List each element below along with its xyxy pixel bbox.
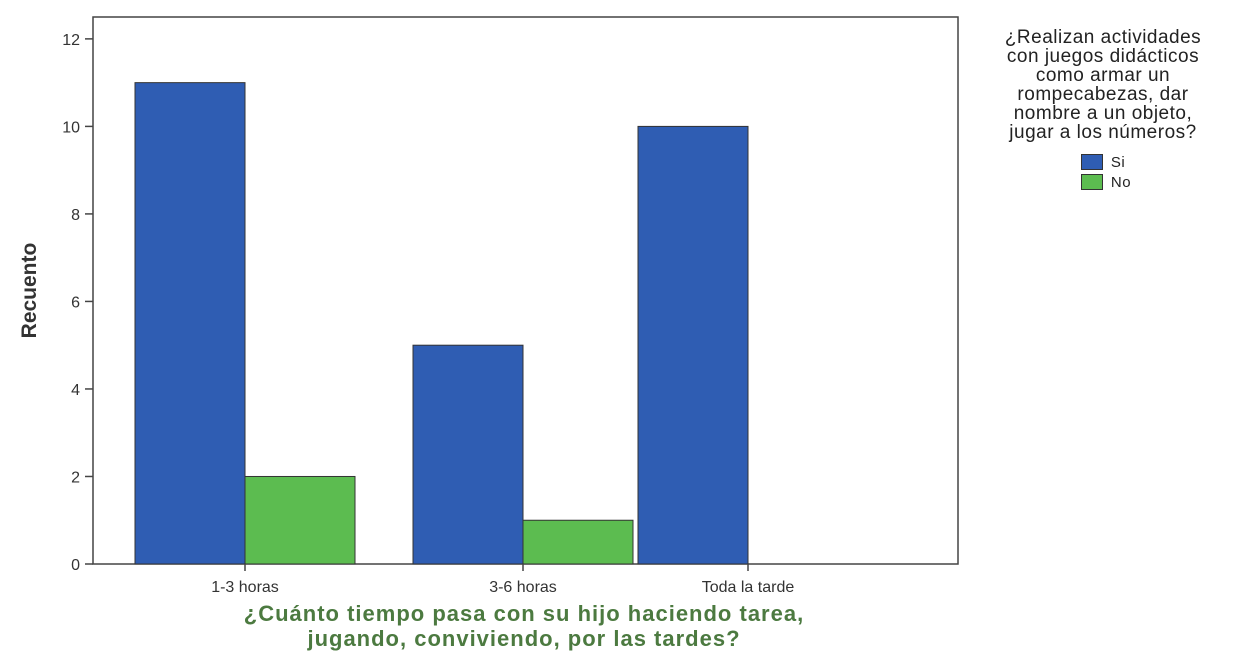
legend-title-line: con juegos didácticos xyxy=(1006,46,1200,67)
legend-label-si: Si xyxy=(1110,153,1126,171)
bar-no-1 xyxy=(244,475,356,565)
x-tick-label: 3-6 horas xyxy=(489,579,557,596)
x-axis-label-line: ¿Cuánto tiempo pasa con su hijo haciendo… xyxy=(244,601,804,626)
x-tick-label: Toda la tarde xyxy=(702,579,795,596)
legend-label-no: No xyxy=(1110,173,1132,191)
legend: ¿Realizan actividades con juegos didácti… xyxy=(968,28,1238,194)
legend-item-si: Si xyxy=(1080,152,1131,172)
x-tick-label: 1-3 horas xyxy=(211,579,279,596)
y-tick-label: 4 xyxy=(71,382,80,399)
y-tick-label: 2 xyxy=(71,469,80,486)
y-tick-label: 8 xyxy=(71,207,80,224)
legend-swatch-no xyxy=(1080,174,1103,190)
bar-no-2 xyxy=(522,519,634,565)
legend-swatch-si xyxy=(1080,154,1103,170)
y-tick-label: 6 xyxy=(71,294,80,311)
bar-si-2 xyxy=(412,344,524,565)
y-tick-label: 0 xyxy=(71,557,80,574)
legend-title-line: rompecabezas, dar xyxy=(1017,84,1189,105)
legend-title: ¿Realizan actividades con juegos didácti… xyxy=(968,28,1238,142)
legend-title-line: jugar a los números? xyxy=(1009,122,1197,143)
legend-title-line: como armar un xyxy=(1035,65,1171,86)
y-tick-label: 10 xyxy=(62,119,80,136)
y-axis-label: Recuento xyxy=(18,243,41,339)
bar-si-1 xyxy=(134,82,246,565)
y-tick-label: 12 xyxy=(62,32,80,49)
bar-si-3 xyxy=(637,125,749,565)
x-axis-label-line: jugando, conviviendo, por las tardes? xyxy=(306,626,740,651)
legend-title-line: nombre a un objeto, xyxy=(1013,103,1193,124)
legend-items: Si No xyxy=(1080,152,1132,192)
legend-title-line: ¿Realizan actividades xyxy=(1004,27,1202,48)
legend-item-no: No xyxy=(1080,172,1132,192)
